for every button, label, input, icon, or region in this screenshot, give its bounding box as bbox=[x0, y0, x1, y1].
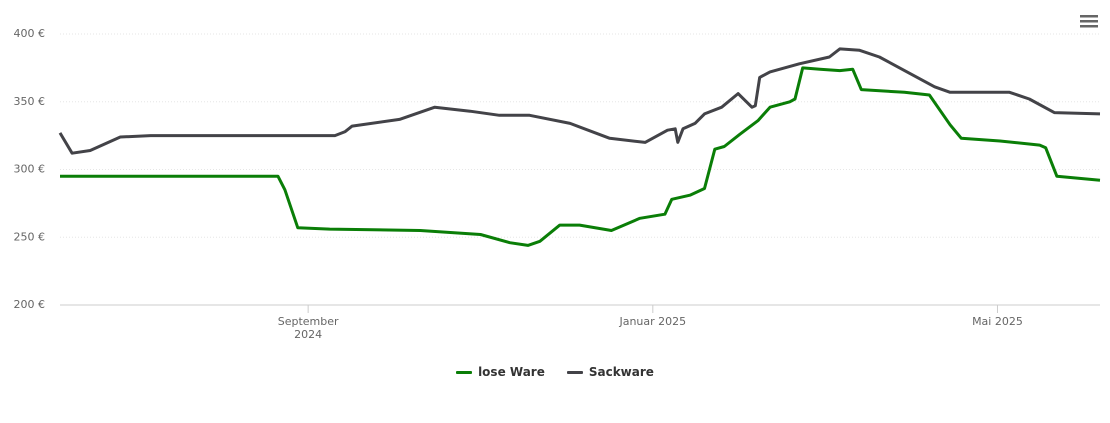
y-tick-label: 400 € bbox=[14, 27, 46, 40]
legend-swatch bbox=[566, 370, 583, 374]
line bbox=[58, 47, 1101, 155]
y-tick-label: 350 € bbox=[14, 95, 46, 108]
legend-label: Sackware bbox=[588, 365, 654, 379]
line bbox=[60, 66, 1101, 247]
legend-swatch bbox=[456, 370, 473, 374]
x-tick-label: Mai 2025 bbox=[972, 315, 1023, 328]
x-tick-label: September 2024 bbox=[277, 315, 339, 341]
y-tick-label: 200 € bbox=[14, 298, 46, 311]
legend-label: lose Ware bbox=[478, 365, 545, 379]
x-tick-label: Januar 2025 bbox=[619, 315, 687, 328]
y-tick-label: 300 € bbox=[14, 163, 46, 176]
menu-button[interactable] bbox=[1080, 15, 1098, 28]
y-tick-label: 250 € bbox=[14, 230, 46, 243]
legend: lose Ware Sackware bbox=[0, 365, 1110, 379]
legend-item[interactable]: lose Ware bbox=[456, 365, 545, 379]
legend-item[interactable]: Sackware bbox=[566, 365, 654, 379]
